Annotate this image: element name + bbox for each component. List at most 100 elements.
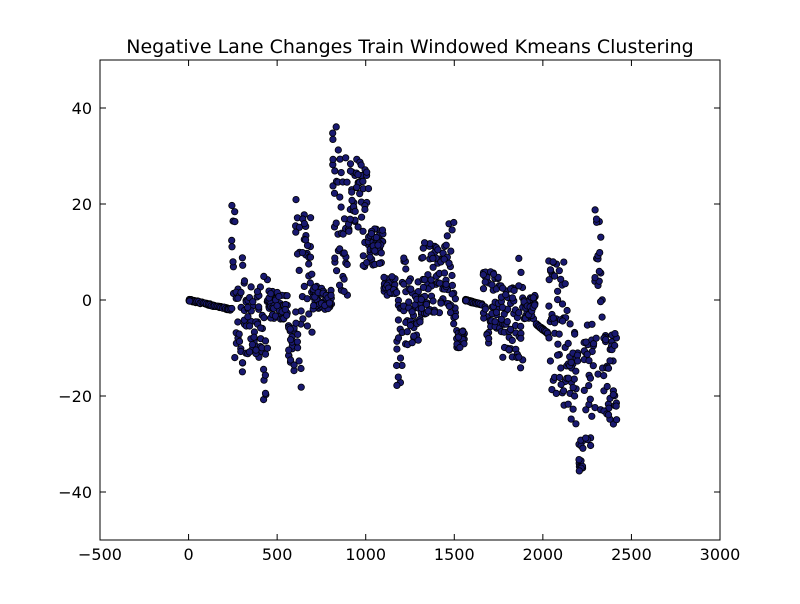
scatter-point bbox=[582, 406, 590, 414]
x-tick-label: 1500 bbox=[434, 545, 475, 564]
scatter-point bbox=[394, 373, 402, 381]
scatter-point bbox=[406, 321, 414, 330]
scatter-point bbox=[394, 334, 403, 342]
chart-title: Negative Lane Changes Train Windowed Kme… bbox=[126, 36, 693, 58]
scatter-point bbox=[597, 233, 605, 241]
scatter-point bbox=[340, 249, 348, 257]
scatter-point bbox=[292, 319, 300, 327]
scatter-point bbox=[609, 391, 617, 399]
scatter-point bbox=[303, 295, 311, 303]
scatter-point bbox=[553, 287, 562, 295]
scatter-point bbox=[357, 161, 365, 169]
scatter-point bbox=[563, 306, 571, 315]
scatter-point bbox=[361, 205, 369, 214]
scatter-point bbox=[611, 341, 619, 350]
scatter-point bbox=[346, 167, 354, 175]
scatter-point bbox=[337, 203, 345, 211]
scatter-point bbox=[552, 389, 560, 397]
scatter-point bbox=[447, 247, 455, 255]
scatter-point bbox=[260, 272, 268, 280]
scatter-point bbox=[419, 253, 427, 262]
scatter-point bbox=[331, 254, 339, 262]
scatter-point bbox=[311, 283, 319, 291]
scatter-point bbox=[292, 196, 300, 204]
scatter-point bbox=[332, 267, 341, 275]
scatter-point bbox=[300, 282, 308, 290]
scatter-point bbox=[529, 294, 538, 302]
scatter-point bbox=[363, 168, 371, 176]
scatter-point bbox=[445, 259, 453, 267]
x-tick-label: 2500 bbox=[611, 545, 652, 564]
scatter-point bbox=[572, 367, 580, 375]
scatter-point bbox=[429, 297, 437, 305]
scatter-point bbox=[569, 383, 577, 392]
scatter-point bbox=[281, 305, 289, 314]
scatter-point bbox=[255, 303, 263, 311]
scatter-point bbox=[517, 322, 525, 330]
scatter-point bbox=[346, 160, 355, 168]
scatter-point bbox=[246, 322, 254, 330]
scatter-point bbox=[502, 291, 510, 299]
scatter-point bbox=[570, 392, 579, 400]
scatter-point bbox=[348, 196, 356, 204]
scatter-point bbox=[598, 313, 606, 321]
scatter-point bbox=[336, 193, 344, 201]
scatter-point bbox=[388, 273, 396, 281]
scatter-point bbox=[595, 267, 603, 275]
scatter-point bbox=[292, 308, 300, 316]
scatter-point bbox=[332, 123, 340, 131]
scatter-point bbox=[228, 236, 236, 244]
scatter-point bbox=[377, 249, 385, 257]
scatter-point bbox=[545, 276, 553, 284]
scatter-point bbox=[253, 287, 261, 296]
scatter-point bbox=[303, 322, 311, 330]
scatter-point bbox=[348, 188, 356, 196]
scatter-point bbox=[554, 340, 562, 348]
scatter-point bbox=[299, 315, 307, 323]
scatter-point bbox=[238, 368, 246, 376]
scatter-point bbox=[244, 313, 252, 321]
scatter-point bbox=[408, 339, 416, 347]
scatter-point bbox=[240, 277, 249, 285]
scatter-point bbox=[596, 298, 605, 306]
scatter-point bbox=[591, 273, 599, 282]
scatter-point bbox=[329, 135, 337, 143]
scatter-point bbox=[306, 253, 315, 261]
scatter-point bbox=[228, 304, 236, 313]
scatter-point bbox=[367, 230, 376, 238]
scatter-point bbox=[437, 299, 445, 307]
scatter-point bbox=[448, 281, 456, 289]
scatter-point bbox=[575, 467, 583, 475]
scatter-point bbox=[261, 389, 270, 397]
scatter-point bbox=[582, 434, 590, 442]
scatter-point bbox=[257, 324, 265, 332]
scatter-point bbox=[586, 441, 595, 450]
scatter-point bbox=[392, 361, 401, 370]
scatter-point bbox=[363, 258, 371, 267]
scatter-point bbox=[295, 266, 303, 274]
scatter-point bbox=[489, 270, 498, 278]
scatter-point bbox=[517, 268, 525, 276]
scatter-point bbox=[545, 334, 553, 342]
scatter-point bbox=[499, 284, 507, 292]
scatter-point bbox=[422, 300, 431, 308]
scatter-point bbox=[569, 405, 577, 413]
scatter-point bbox=[354, 223, 362, 231]
scatter-point bbox=[596, 249, 604, 257]
scatter-point bbox=[416, 318, 424, 326]
scatter-point bbox=[450, 218, 458, 227]
scatter-point bbox=[231, 353, 239, 362]
scatter-point bbox=[606, 357, 614, 365]
scatter-point bbox=[235, 337, 244, 345]
scatter-point bbox=[252, 346, 260, 354]
scatter-point bbox=[456, 343, 464, 352]
scatter-point bbox=[515, 254, 523, 262]
scatter-point bbox=[580, 386, 588, 394]
scatter-point bbox=[448, 226, 456, 234]
scatter-point bbox=[564, 374, 573, 382]
scatter-point bbox=[228, 243, 236, 251]
scatter-point bbox=[231, 208, 239, 216]
scatter-point bbox=[515, 282, 523, 290]
scatter-point bbox=[396, 354, 405, 362]
scatter-point bbox=[499, 353, 507, 361]
